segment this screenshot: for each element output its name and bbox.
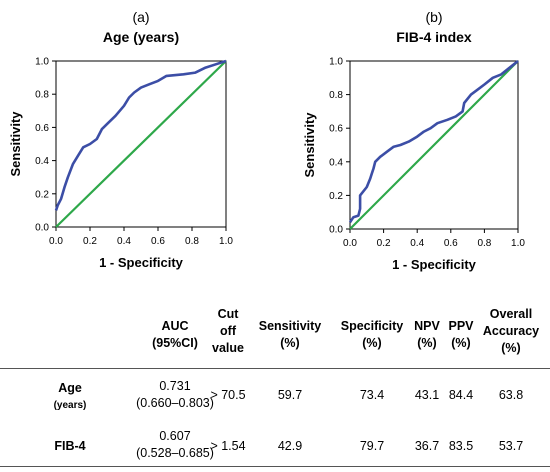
header-ppv-line2: (%) — [451, 336, 471, 350]
header-accuracy-line3: (%) — [501, 341, 521, 355]
panel-label: (b) — [425, 9, 442, 25]
header-npv: NPV (%) — [409, 318, 445, 352]
row-fib4-cutoff: > 1.54 — [210, 439, 246, 453]
header-cutoff-line1: Cut — [217, 307, 239, 321]
roc-chart-age: (a) Age (years) 0.0 0.2 0.4 0.6 0.8 1.0 0.0 0.2 0.… — [8, 9, 233, 270]
header-accuracy-line2: Accuracy — [482, 324, 540, 338]
header-npv-line2: (%) — [417, 336, 437, 350]
row-fib4-accuracy: 53.7 — [498, 439, 524, 453]
header-auc-line2: (95%CI) — [152, 336, 198, 350]
x-tick-label: 0.2 — [377, 238, 391, 249]
row-age-auc-ci: (0.660–0.803) — [136, 396, 214, 410]
row-fib4-label: FIB-4 — [54, 439, 86, 453]
row-age-sublabel: (years) — [53, 400, 87, 411]
y-tick-label: 0.0 — [35, 223, 49, 234]
row-age-ppv: 84.4 — [448, 388, 474, 402]
row-fib4-ppv: 83.5 — [448, 439, 474, 453]
header-cutoff-line3: value — [212, 341, 244, 355]
y-tick-label: 0.8 — [329, 90, 343, 101]
x-tick-label: 0.0 — [343, 238, 357, 249]
row-fib4-npv: 36.7 — [414, 439, 440, 453]
plot-frame — [55, 60, 227, 228]
x-tick-label: 1.0 — [219, 236, 233, 247]
header-specificity: Specificity (%) — [332, 318, 412, 352]
header-sensitivity-line1: Sensitivity — [258, 319, 322, 333]
row-age-specificity: 73.4 — [359, 388, 385, 402]
roc-curve-age — [54, 59, 227, 211]
y-tick-label: 0.0 — [329, 225, 343, 236]
header-accuracy-line1: Overall — [489, 307, 533, 321]
y-tick-label: 0.6 — [35, 123, 49, 134]
row-age-label: Age (years) — [40, 380, 100, 414]
row-age-auc: 0.731 (0.660–0.803) — [112, 378, 238, 412]
row-fib4-auc-ci: (0.528–0.685) — [136, 446, 214, 460]
y-tick-label: 0.2 — [35, 189, 49, 200]
header-sensitivity-line2: (%) — [280, 336, 300, 350]
row-age-accuracy: 63.8 — [498, 388, 524, 402]
header-sensitivity: Sensitivity (%) — [250, 318, 330, 352]
x-tick-label: 0.4 — [117, 236, 131, 247]
performance-table: AUC (95%CI) Cut off value Sensitivity (%… — [0, 300, 550, 472]
row-fib4-auc-value: 0.607 — [159, 429, 191, 443]
y-tick-label: 1.0 — [329, 57, 343, 68]
table-divider-top — [0, 368, 550, 369]
x-tick-label: 0.6 — [151, 236, 165, 247]
row-age-label-text: Age — [58, 381, 82, 395]
reference-diagonal-line — [349, 60, 519, 230]
x-tick-label: 1.0 — [511, 238, 525, 249]
row-fib4-auc: 0.607 (0.528–0.685) — [112, 428, 238, 462]
roc-curve-fib4 — [348, 59, 519, 224]
y-tick-label: 0.8 — [35, 90, 49, 101]
row-age-cutoff: > 70.5 — [210, 388, 246, 402]
header-specificity-line1: Specificity — [340, 319, 404, 333]
x-axis-label: 1 - Specificity — [99, 255, 184, 270]
y-tick-label: 0.6 — [329, 124, 343, 135]
x-axis-label: 1 - Specificity — [392, 257, 477, 272]
chart-title: Age (years) — [103, 29, 179, 45]
header-accuracy: Overall Accuracy (%) — [478, 306, 544, 357]
table-divider-bottom — [0, 466, 550, 467]
x-tick-label: 0.8 — [477, 238, 491, 249]
y-tick-label: 1.0 — [35, 57, 49, 68]
row-age-sensitivity: 59.7 — [277, 388, 303, 402]
header-ppv-line1: PPV — [448, 319, 474, 333]
header-auc-line1: AUC — [161, 319, 189, 333]
y-tick-label: 0.2 — [329, 191, 343, 202]
x-tick-label: 0.4 — [410, 238, 424, 249]
row-fib4-sensitivity: 42.9 — [277, 439, 303, 453]
reference-diagonal-line — [55, 60, 227, 228]
roc-chart-fib4: (b) FIB-4 index 0.0 0.2 0.4 0.6 0.8 1.0 0.0 0.2 0.… — [302, 9, 525, 272]
header-auc: AUC (95%CI) — [130, 318, 220, 352]
x-tick-label: 0.2 — [83, 236, 97, 247]
x-tick-label: 0.6 — [444, 238, 458, 249]
panel-label: (a) — [132, 9, 149, 25]
header-npv-line1: NPV — [414, 319, 440, 333]
y-axis-label: Sensitivity — [8, 111, 23, 177]
y-tick-label: 0.4 — [35, 156, 49, 167]
header-specificity-line2: (%) — [362, 336, 382, 350]
row-age-auc-value: 0.731 — [159, 379, 191, 393]
row-fib4-specificity: 79.7 — [359, 439, 385, 453]
row-age-npv: 43.1 — [414, 388, 440, 402]
y-axis-label: Sensitivity — [302, 112, 317, 178]
header-cutoff: Cut off value — [206, 306, 250, 357]
header-cutoff-line2: off — [220, 324, 236, 338]
y-tick-label: 0.4 — [329, 157, 343, 168]
chart-title: FIB-4 index — [396, 29, 472, 45]
roc-figure: (a) Age (years) 0.0 0.2 0.4 0.6 0.8 1.0 0.0 0.2 0.… — [8, 9, 525, 272]
header-ppv: PPV (%) — [443, 318, 479, 352]
x-tick-label: 0.0 — [49, 236, 63, 247]
x-tick-label: 0.8 — [185, 236, 199, 247]
plot-frame — [349, 60, 519, 230]
